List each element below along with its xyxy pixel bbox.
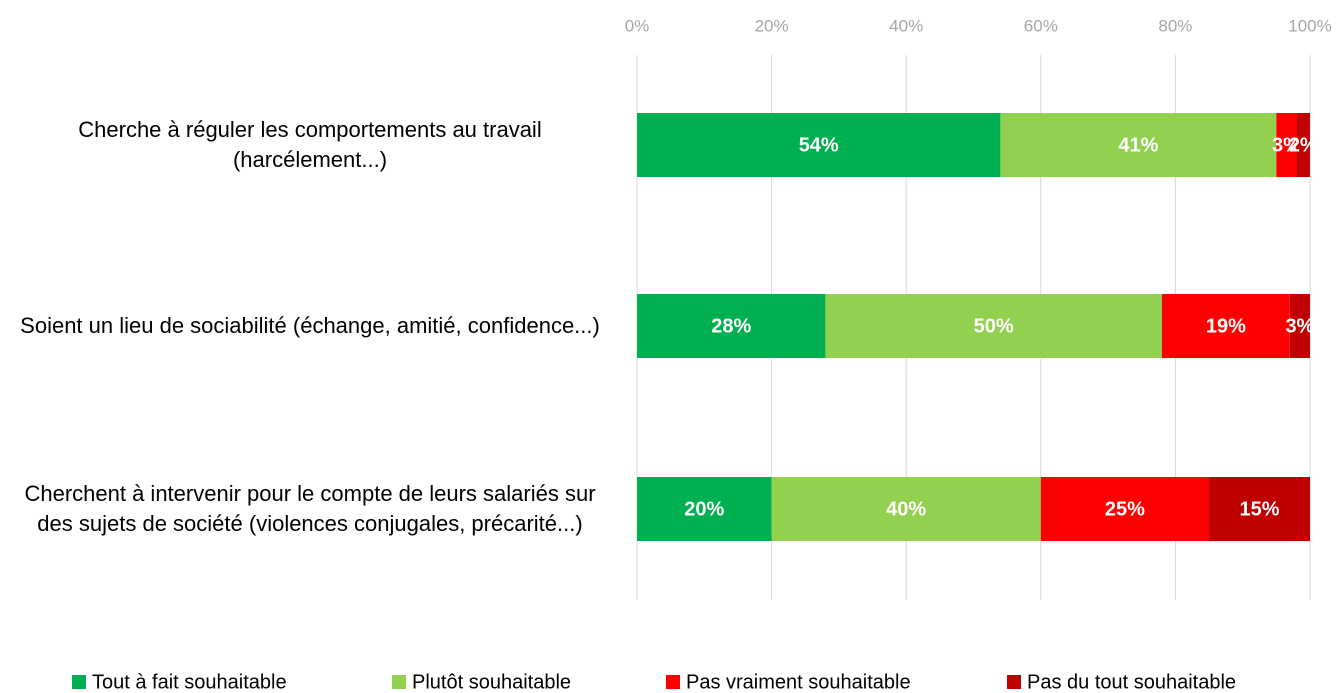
bar-segment [1289,294,1310,358]
category-label: Cherchent à intervenir pour le compte de… [24,481,596,536]
data-label: 20% [684,498,724,520]
data-label: 54% [799,134,839,156]
x-tick-label: 0% [625,16,650,35]
data-label: 3% [1272,134,1301,156]
category-label: Cherche à réguler les comportements au t… [78,117,542,172]
bar-segment [1296,113,1310,177]
x-tick-label: 100% [1288,16,1331,35]
x-tick-label: 40% [889,16,923,35]
bar-segment [771,477,1041,541]
bar-segment [1209,477,1310,541]
bar-segment [637,294,826,358]
bar-segment [637,113,1001,177]
data-label: 40% [886,498,926,520]
bar-segment [1000,113,1277,177]
bar-segment [825,294,1162,358]
data-label: 2% [1289,134,1318,156]
bar-segment [637,477,772,541]
legend-label: Tout à fait souhaitable [92,671,287,693]
bar-segment [1161,294,1290,358]
category-label: Soient un lieu de sociabilité (échange, … [20,313,600,338]
bar-segment [1276,113,1297,177]
data-label: 50% [974,315,1014,337]
legend-swatch [392,675,406,689]
x-tick-label: 60% [1024,16,1058,35]
legend-label: Pas du tout souhaitable [1027,671,1236,693]
legend-swatch [1007,675,1021,689]
legend-swatch [72,675,86,689]
data-label: 3% [1285,315,1314,337]
data-label: 15% [1240,498,1280,520]
data-label: 28% [711,315,751,337]
data-label: 41% [1118,134,1158,156]
x-tick-label: 80% [1158,16,1192,35]
legend-label: Pas vraiment souhaitable [686,671,911,693]
x-tick-label: 20% [755,16,789,35]
data-label: 19% [1206,315,1246,337]
data-label: 25% [1105,498,1145,520]
legend-label: Plutôt souhaitable [412,671,571,693]
legend-swatch [666,675,680,689]
bar-segment [1040,477,1210,541]
